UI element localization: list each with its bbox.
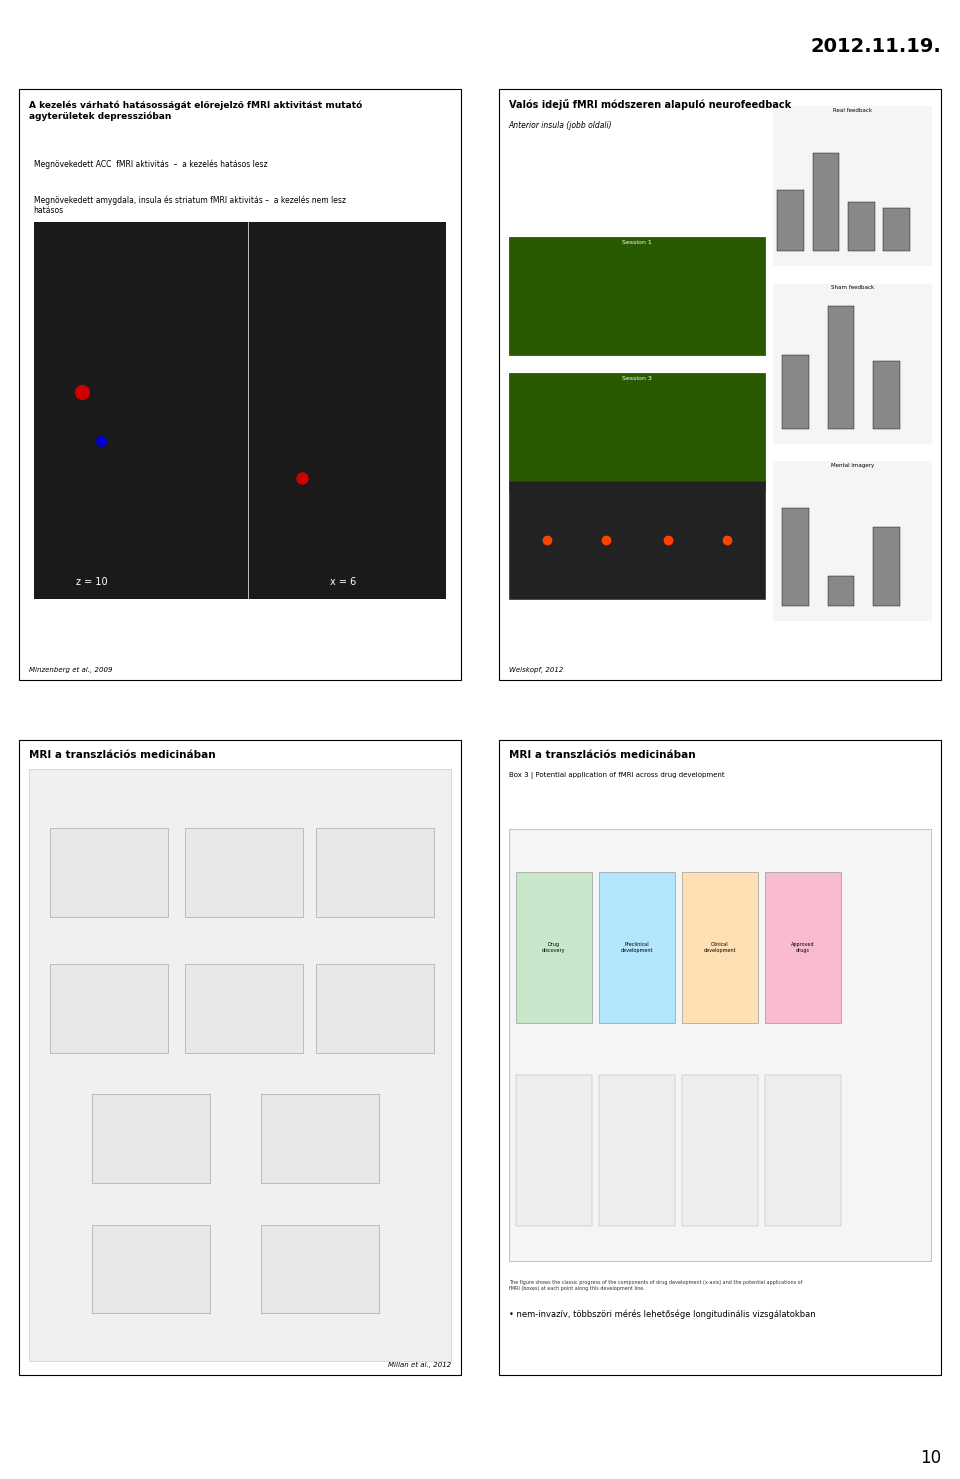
Bar: [599, 871, 675, 1023]
Bar: [516, 871, 592, 1023]
Text: • nem-invazív, többszöri mérés lehetősége longitudinális vizsgálatokban: • nem-invazív, többszöri mérés lehetőség…: [509, 1310, 815, 1319]
Bar: [765, 1075, 841, 1226]
Bar: [773, 461, 932, 621]
Bar: [185, 828, 303, 917]
Bar: [92, 1225, 210, 1313]
Text: Anterior insula (jobb oldali): Anterior insula (jobb oldali): [509, 121, 612, 130]
Text: Approved
drugs: Approved drugs: [791, 942, 815, 952]
Text: x = 6: x = 6: [330, 577, 356, 587]
Text: Box 3 | Potential application of fMRI across drug development: Box 3 | Potential application of fMRI ac…: [509, 772, 725, 779]
FancyBboxPatch shape: [19, 740, 461, 1375]
Bar: [828, 575, 854, 606]
Text: Mental imagery: Mental imagery: [830, 463, 875, 467]
Text: Minzenberg et al., 2009: Minzenberg et al., 2009: [29, 667, 112, 673]
Bar: [682, 871, 758, 1023]
Text: z = 10: z = 10: [76, 577, 108, 587]
Bar: [599, 1075, 675, 1226]
Text: Session 3: Session 3: [622, 376, 652, 380]
Text: MRI a transzlációs medicinában: MRI a transzlációs medicinában: [509, 750, 695, 760]
Text: Sham feedback: Sham feedback: [830, 285, 875, 290]
Bar: [782, 355, 809, 429]
Text: Megnövekedett ACC  fMRI aktivitás  –  a kezelés hatásos lesz: Megnövekedett ACC fMRI aktivitás – a kez…: [34, 160, 267, 169]
Text: The figure shows the classic progress of the components of drug development (x-a: The figure shows the classic progress of…: [509, 1279, 803, 1291]
Bar: [185, 964, 303, 1053]
Bar: [509, 481, 765, 599]
Bar: [778, 189, 804, 251]
Text: Valós idejű fMRI módszeren alapuló neurofeedback: Valós idejű fMRI módszeren alapuló neuro…: [509, 99, 791, 109]
Bar: [813, 154, 839, 251]
Bar: [883, 209, 910, 251]
Bar: [765, 871, 841, 1023]
Bar: [29, 769, 451, 1361]
Text: Millan et al., 2012: Millan et al., 2012: [388, 1362, 451, 1368]
Text: Clinical
development: Clinical development: [704, 942, 736, 952]
Text: 2012.11.19.: 2012.11.19.: [810, 37, 941, 56]
Text: 10: 10: [920, 1449, 941, 1467]
Bar: [828, 306, 854, 429]
Bar: [773, 284, 932, 444]
Bar: [782, 509, 809, 606]
Bar: [50, 964, 168, 1053]
Text: Session 1: Session 1: [622, 240, 652, 244]
Text: Weiskopf, 2012: Weiskopf, 2012: [509, 667, 564, 673]
Bar: [261, 1094, 379, 1183]
Bar: [773, 106, 932, 266]
Bar: [874, 361, 900, 429]
Bar: [92, 1094, 210, 1183]
Bar: [316, 828, 434, 917]
Text: Real feedback: Real feedback: [833, 108, 872, 112]
Text: MRI a transzlációs medicinában: MRI a transzlációs medicinában: [29, 750, 215, 760]
Text: Preclinical
development: Preclinical development: [621, 942, 653, 952]
Bar: [874, 527, 900, 606]
Bar: [848, 203, 875, 251]
Bar: [682, 1075, 758, 1226]
Bar: [261, 1225, 379, 1313]
Text: Drug
discovery: Drug discovery: [542, 942, 565, 952]
Bar: [509, 373, 765, 491]
Text: A kezelés várható hatásosságát előrejelző fMRI aktivitást mutató
agyterületek de: A kezelés várható hatásosságát előrejelz…: [29, 101, 362, 121]
Bar: [509, 237, 765, 355]
Bar: [509, 828, 931, 1262]
FancyBboxPatch shape: [499, 89, 941, 680]
FancyBboxPatch shape: [499, 740, 941, 1375]
FancyBboxPatch shape: [19, 89, 461, 680]
Bar: [516, 1075, 592, 1226]
Bar: [34, 222, 446, 599]
Bar: [316, 964, 434, 1053]
Bar: [50, 828, 168, 917]
Text: Megnövekedett amygdala, insula és striatum fMRI aktivitás –  a kezelés nem lesz
: Megnövekedett amygdala, insula és striat…: [34, 195, 346, 214]
